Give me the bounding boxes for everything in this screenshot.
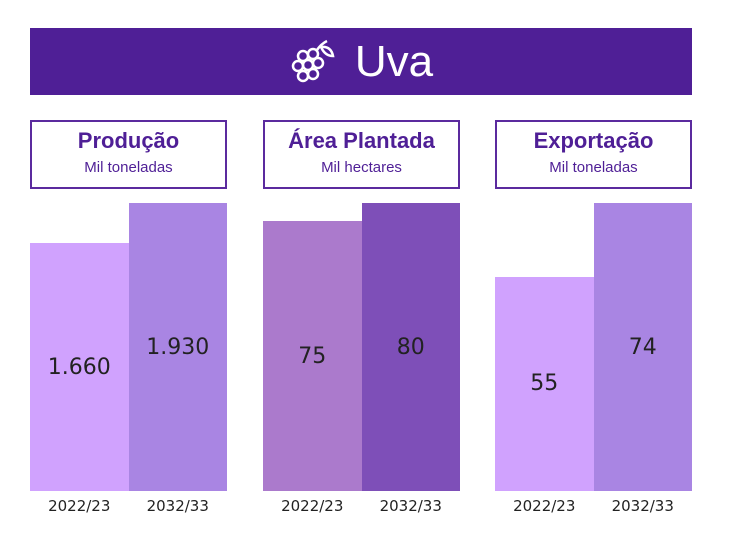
chart-title: Produção [77, 128, 180, 153]
header-banner: Uva [30, 28, 692, 95]
data-label: 80 [396, 334, 425, 360]
chart-unit: Mil toneladas [549, 159, 638, 176]
category-label: 2022/23 [281, 497, 344, 515]
bar: 1.930 [128, 203, 227, 491]
grapes-icon [291, 39, 335, 82]
bar-panel: 55 74 [495, 203, 692, 491]
bar: 55 [495, 276, 594, 491]
category-label: 2032/33 [611, 497, 674, 515]
chart-unit: Mil hectares [321, 159, 402, 176]
chart-title: Área Plantada [288, 128, 435, 153]
chart-title-box: Exportação Mil toneladas [495, 120, 692, 189]
category-label: 2032/33 [379, 497, 442, 515]
data-label: 75 [298, 343, 327, 369]
category-label: 2032/33 [146, 497, 209, 515]
chart-title-box: Área Plantada Mil hectares [263, 120, 460, 189]
data-label: 74 [628, 334, 657, 360]
bar: 74 [593, 203, 692, 491]
data-label: 1.930 [146, 334, 210, 360]
bar: 1.660 [30, 243, 129, 491]
bar: 80 [361, 203, 460, 491]
data-label: 1.660 [47, 354, 111, 380]
chart-unit: Mil toneladas [84, 159, 173, 176]
data-label: 55 [530, 371, 559, 397]
category-label: 2022/23 [48, 497, 111, 515]
bar-panel: 75 80 [263, 203, 460, 491]
chart-title-box: Produção Mil toneladas [30, 120, 227, 189]
bar-panel: 1.660 1.930 [30, 203, 227, 491]
chart-title: Exportação [533, 128, 654, 153]
category-label: 2022/23 [513, 497, 576, 515]
page-title: Uva [354, 36, 434, 86]
bar: 75 [263, 221, 362, 491]
